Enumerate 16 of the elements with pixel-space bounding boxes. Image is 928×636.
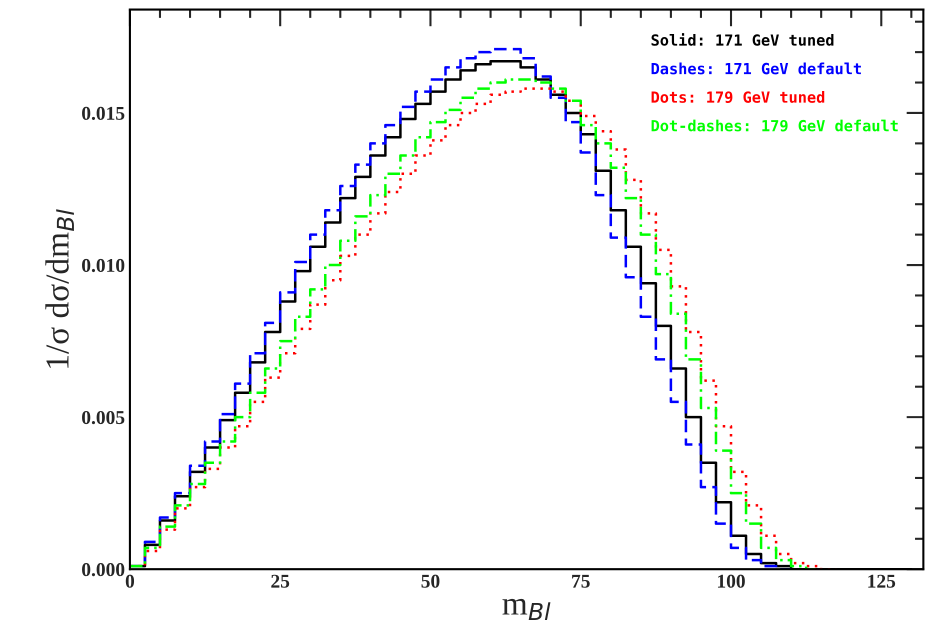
x-tick-label: 25 xyxy=(271,574,290,588)
y-tick-label: 0.005 xyxy=(82,410,124,424)
text: Solid: 171 GeV tuned xyxy=(652,33,834,46)
text: Dashes: 171 GeV default xyxy=(652,62,861,74)
y-tick-label: 0.000 xyxy=(82,563,124,576)
x-axis-title: m$_{Bl}$ xyxy=(502,598,550,620)
x-tick-label: 75 xyxy=(572,574,590,588)
x-tick-label: 100 xyxy=(718,574,745,588)
y-axis-title: 1/σ dσ/dm$_{Bl}$ xyxy=(45,209,74,368)
text: Dot-dashes: 179 GeV default xyxy=(652,120,898,132)
y-tick-label: 0.015 xyxy=(82,106,124,120)
x-tick-label: 0 xyxy=(126,574,134,588)
x-tick-label: 125 xyxy=(868,574,896,588)
y-tick-label: 0.010 xyxy=(82,258,124,272)
x-tick-label: 50 xyxy=(422,574,440,588)
text: Dots: 179 GeV tuned xyxy=(652,91,824,103)
